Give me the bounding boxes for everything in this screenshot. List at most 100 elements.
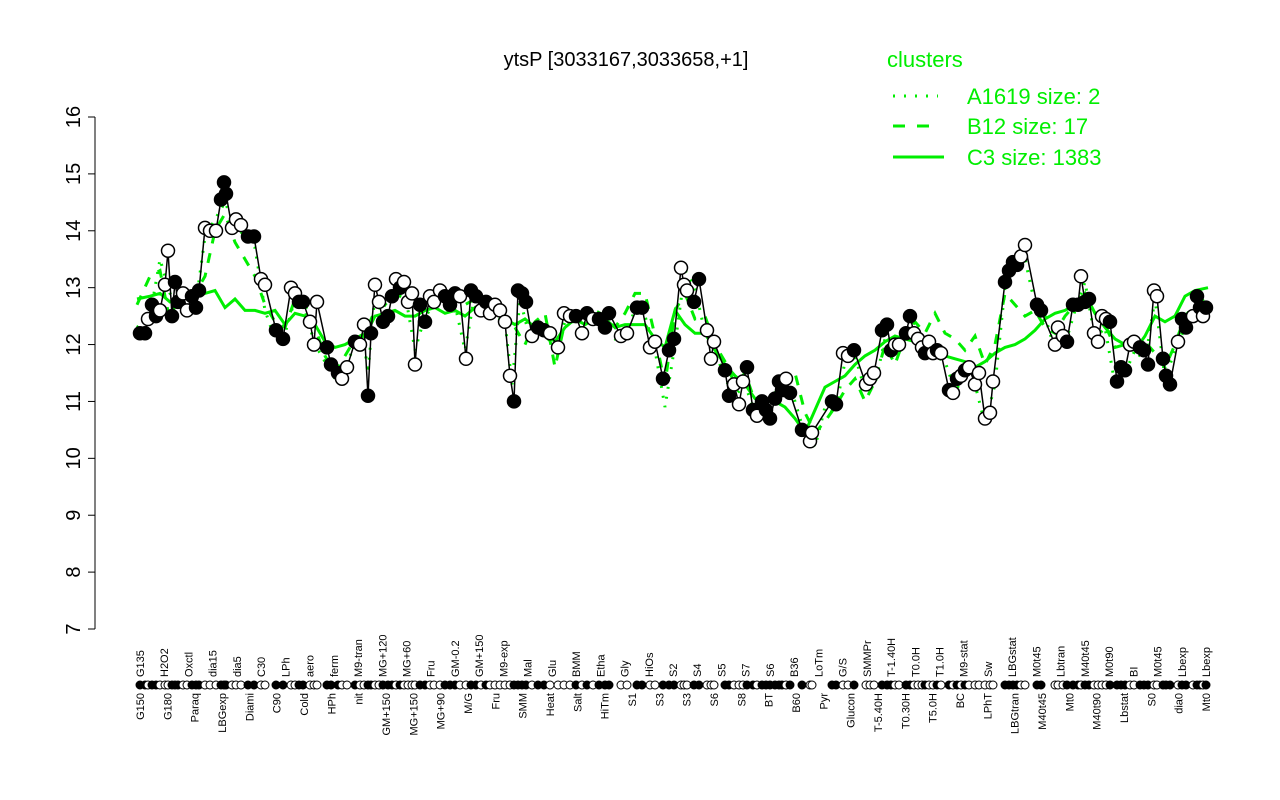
x-tick-label: dia5 (232, 656, 244, 677)
x-tick-label: HiOs (644, 652, 656, 677)
data-point (619, 325, 635, 341)
x-tick-label: MG+120 (377, 635, 389, 678)
x-tick-label: LoTm (813, 649, 825, 677)
x-tick-label: MG+60 (402, 641, 414, 677)
data-point (458, 351, 474, 367)
x-tick-label: Oxctl (184, 652, 196, 677)
rug-point (312, 680, 322, 690)
x-tick-label: GM+150 (381, 693, 393, 736)
x-tick-label: S0 (1146, 693, 1158, 706)
data-point (574, 325, 590, 341)
x-tick-label: MG+90 (436, 693, 448, 729)
data-point (550, 340, 566, 355)
data-point (160, 243, 176, 258)
data-point (367, 277, 383, 293)
data-point (666, 331, 682, 347)
x-tick-label: GM-0.2 (450, 640, 462, 677)
data-point (233, 217, 249, 233)
data-point (706, 334, 722, 349)
data-point (1090, 334, 1106, 349)
data-point (164, 308, 180, 324)
data-point (452, 288, 468, 304)
x-tick-label: Diami (244, 693, 256, 721)
x-tick-label: B36 (789, 657, 801, 677)
data-point (985, 374, 1001, 389)
rug-point (807, 680, 817, 690)
data-point (506, 394, 522, 409)
y-tick-label: 12 (63, 333, 85, 355)
x-tick-label: C90 (272, 693, 284, 713)
data-point (302, 314, 318, 330)
legend-entry-b12: B12 size: 17 (967, 114, 1088, 139)
x-tick-label: S3 (682, 693, 694, 706)
x-tick-label: LBGexp (217, 693, 229, 733)
data-point (275, 331, 291, 347)
x-tick-label: G150 (135, 693, 147, 720)
x-axis-rug (135, 680, 1211, 690)
x-tick-label: dia15 (208, 650, 220, 677)
x-tick-label: T0.0H (910, 647, 922, 677)
data-point (891, 337, 907, 352)
rug-point (1201, 680, 1211, 690)
data-point (407, 357, 423, 372)
data-point (1178, 320, 1194, 335)
data-point (1140, 357, 1156, 372)
x-tick-label: S4 (692, 664, 704, 677)
data-point (1017, 237, 1033, 253)
rug-point (849, 680, 859, 690)
x-tick-label: Etha (595, 653, 607, 677)
x-tick-label: S7 (741, 664, 753, 677)
rug-point (785, 680, 795, 690)
data-point (360, 388, 376, 404)
rug-point (709, 680, 719, 690)
x-tick-label: M0t90 (1104, 646, 1116, 677)
x-tick-label: S6 (765, 664, 777, 677)
x-tick-label: LPhT (982, 693, 994, 720)
data-point (699, 323, 715, 338)
rug-point (797, 680, 807, 690)
x-tick-label: S6 (709, 693, 721, 706)
x-tick-label: S2 (668, 664, 680, 677)
x-tick-label: M9-exp (498, 640, 510, 677)
data-point (597, 320, 613, 335)
rug-point (545, 680, 555, 690)
data-point (412, 297, 428, 312)
data-point (306, 337, 322, 352)
x-tick-label: LPh (280, 657, 292, 677)
x-tick-label: Glucon (846, 693, 858, 728)
data-point (739, 360, 755, 375)
data-point (137, 325, 153, 341)
data-point (634, 300, 650, 315)
rug-point (622, 680, 632, 690)
data-point (762, 411, 778, 426)
x-tick-label: Lbexp (1201, 647, 1213, 677)
rug-point (1036, 680, 1046, 690)
x-tick-label: HiTm (600, 693, 612, 719)
data-point (1149, 288, 1165, 304)
data-point (1059, 334, 1075, 349)
data-point (188, 300, 204, 315)
data-point (1170, 334, 1186, 349)
data-point (542, 325, 558, 341)
data-point (497, 314, 513, 330)
x-tick-label: T-5.40H (873, 693, 885, 732)
data-point (246, 229, 262, 244)
data-point (971, 365, 987, 381)
legend-title: clusters (887, 47, 963, 72)
x-tick-label: SMM (518, 693, 530, 719)
data-point (363, 325, 379, 341)
data-point (208, 223, 224, 239)
data-point (703, 351, 719, 367)
x-tick-label: Lbstat (1119, 693, 1131, 723)
cluster-line-dashed (135, 210, 1209, 436)
x-tick-label: M0t45 (1031, 646, 1043, 677)
data-point (502, 368, 518, 384)
data-points (132, 175, 1214, 449)
x-tick-label: aero (305, 655, 317, 677)
data-point (257, 277, 273, 293)
x-tick-label: S1 (627, 693, 639, 706)
rug-point (604, 680, 614, 690)
x-tick-label: G135 (135, 650, 147, 677)
x-tick-label: Lbexp (1177, 647, 1189, 677)
